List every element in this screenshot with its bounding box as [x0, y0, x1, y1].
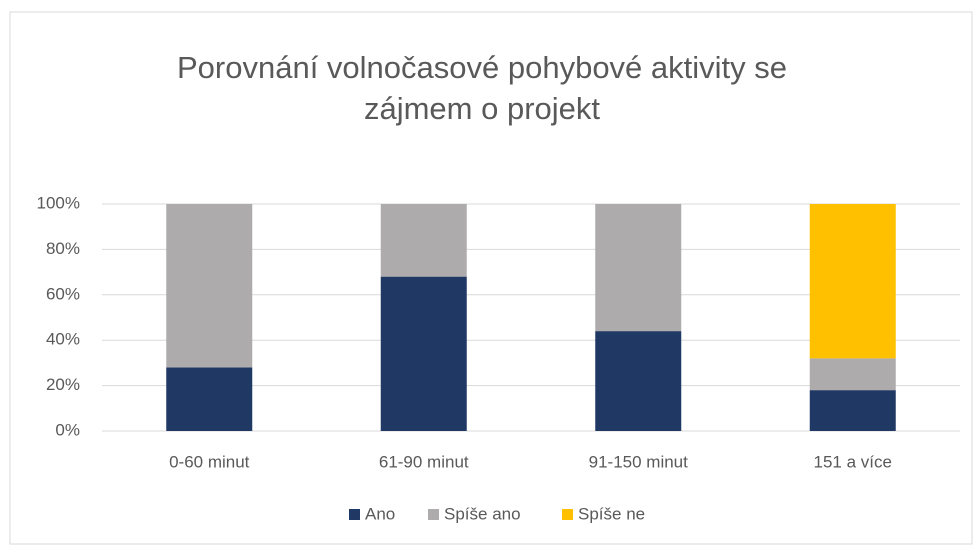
y-tick-label: 80%: [46, 239, 80, 258]
bar-segment: [595, 331, 682, 431]
legend-label: Ano: [365, 504, 395, 523]
x-tick-label: 61-90 minut: [379, 452, 469, 471]
y-tick-label: 60%: [46, 284, 80, 303]
chart-title: Porovnání volnočasové pohybové aktivity …: [177, 50, 787, 85]
x-tick-label: 0-60 minut: [169, 452, 250, 471]
y-tick-label: 20%: [46, 375, 80, 394]
bar-segment: [380, 276, 467, 431]
bar-segment: [166, 367, 253, 431]
y-tick-label: 100%: [37, 193, 80, 212]
legend-label: Spíše ne: [578, 504, 645, 523]
legend-swatch: [428, 509, 439, 520]
x-tick-label: 91-150 minut: [589, 452, 689, 471]
bar-segment: [809, 390, 896, 431]
legend-label: Spíše ano: [444, 504, 521, 523]
chart-title: zájmem o projekt: [364, 91, 600, 126]
bar-segment: [595, 204, 682, 332]
x-tick-label: 151 a více: [814, 452, 892, 471]
y-tick-label: 40%: [46, 330, 80, 349]
y-tick-label: 0%: [55, 420, 80, 439]
legend-swatch: [349, 509, 360, 520]
bar-segment: [809, 358, 896, 391]
legend-swatch: [562, 509, 573, 520]
bar-segment: [380, 204, 467, 277]
bar-segment: [166, 204, 253, 368]
bar-segment: [809, 204, 896, 359]
